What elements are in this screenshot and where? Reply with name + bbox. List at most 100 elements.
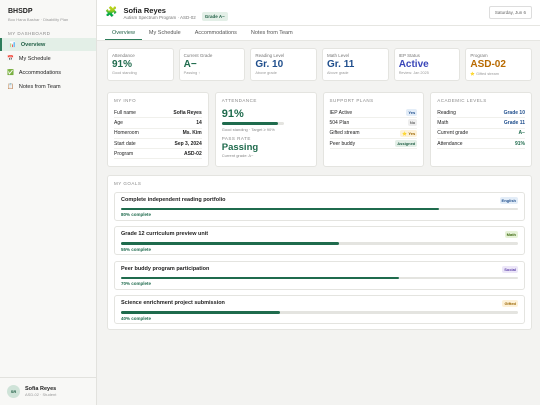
panel-title: MY GOALS	[114, 181, 142, 186]
goal-card: Grade 12 curriculum preview unit Math 55% …	[114, 226, 525, 255]
nav-item[interactable]: 📋 Notes from Team	[7, 83, 61, 90]
tab[interactable]: My Schedule	[148, 30, 181, 36]
pass-note: Current grade: A−	[221, 152, 254, 158]
tab[interactable]: Overview	[105, 26, 142, 40]
user-footer: SR Sofia Reyes ASD-02 · Student	[0, 377, 96, 405]
row-label: Homeroom	[114, 130, 139, 137]
row-label: Age	[114, 119, 123, 126]
nav-label: Notes from Team	[18, 83, 61, 90]
goal-card: Complete independent reading portfolio En…	[114, 191, 525, 221]
stat-label: Current Grade	[183, 53, 213, 58]
nav-item[interactable]: ✅ Accommodations	[7, 69, 62, 76]
stat-label: Program	[470, 53, 488, 58]
main: 🧩 Sofia Reyes Autism Spectrum Program · A…	[97, 0, 540, 405]
panel-title: MY INFO	[114, 98, 137, 103]
stat-note: Passing ↑	[183, 71, 201, 75]
goal-card: Science enrichment project submission Gif…	[114, 295, 525, 324]
goal-progress: 40% complete	[121, 315, 152, 321]
bar-track	[121, 242, 518, 245]
panel-title: SUPPORT PLANS	[329, 98, 374, 103]
stat-card: IEP Status Active Review: Jan 2025	[393, 48, 461, 81]
goal-header: Peer buddy program participation Social	[121, 265, 518, 273]
tab[interactable]: Notes from Team	[250, 30, 293, 36]
row-label: 504 Plan	[329, 119, 350, 126]
stat-card: Program ASD-02 ⭐ Gifted stream	[465, 48, 533, 81]
panels: MY INFO Full name Sofia Reyes Age 14 Homeroom…	[107, 92, 532, 167]
avatar: SR	[7, 385, 20, 398]
goal-header: Science enrichment project submission Gif…	[121, 300, 518, 307]
row: Program ASD-02	[114, 149, 202, 160]
goal-bar	[121, 276, 399, 279]
row: 504 Plan No	[329, 118, 418, 129]
row: Homeroom Ms. Kim	[114, 129, 202, 139]
goal-progress: 55% complete	[121, 246, 152, 252]
attendance-value: 91%	[221, 108, 244, 120]
goal-bar	[121, 242, 340, 245]
tab[interactable]: Accommodations	[194, 30, 237, 36]
row-value: Ms. Kim	[182, 130, 202, 137]
row: IEP Active Yes	[329, 108, 418, 119]
pass-value: Passing	[221, 141, 259, 153]
row-label: Attendance	[437, 140, 463, 147]
row: Full name Sofia Reyes	[114, 108, 202, 119]
row-label: Reading	[437, 109, 456, 116]
nav-label: Accommodations	[18, 69, 62, 76]
goal-tag: Math	[504, 231, 518, 238]
row-label: Math	[437, 119, 449, 126]
row: Gifted stream ⭐ Yes	[329, 129, 418, 139]
row: Age 14	[114, 118, 202, 129]
goal-header: Grade 12 curriculum preview unit Math	[121, 231, 518, 238]
row-value: ⭐ Yes	[400, 129, 418, 137]
row-value: 14	[196, 119, 202, 126]
brand-subtitle: Boo Hana Bashar · Disability Plan	[8, 17, 69, 22]
goal-tag: English	[499, 196, 518, 204]
goal-title: Grade 12 curriculum preview unit	[121, 231, 209, 237]
row-value: Grade 11	[503, 119, 525, 126]
row-label: Current grade	[437, 130, 469, 137]
stat-value: 91%	[112, 59, 133, 70]
row-value: 91%	[514, 140, 525, 147]
row-value: Yes	[406, 109, 418, 117]
stat-value: Gr. 10	[255, 59, 284, 70]
goal-title: Peer buddy program participation	[121, 265, 210, 272]
attendance-note: Good standing · Target ≥ 90%	[221, 126, 275, 132]
goals: MY GOALS Complete independent reading por…	[107, 175, 532, 330]
panel-title: ATTENDANCE	[221, 98, 257, 103]
goal-header: Complete independent reading portfolio En…	[121, 196, 518, 204]
stat-label: IEP Status	[398, 53, 420, 58]
row: Current grade A−	[437, 129, 525, 139]
stat-cards: Attendance 91% Good standing Current Grade A…	[107, 48, 533, 81]
panel-title: ACADEMIC LEVELS	[437, 98, 487, 103]
stat-note: Above grade	[327, 71, 349, 75]
row-value: Assigned	[395, 140, 418, 148]
row: Start date Sep 3, 2024	[114, 139, 202, 150]
row: Reading Grade 10	[437, 108, 525, 119]
stat-card: Reading Level Gr. 10 Above grade	[250, 48, 318, 81]
nav-item[interactable]: 📊 Overview	[0, 38, 96, 51]
user-role: ASD-02 · Student	[25, 392, 57, 397]
panel-title: PASS RATE	[221, 135, 251, 141]
student-name: Sofia Reyes	[123, 5, 166, 15]
stat-label: Reading Level	[255, 53, 285, 58]
brand: BHSDP	[8, 8, 33, 15]
sidebar: BHSDP Boo Hana Bashar · Disability Plan …	[0, 0, 97, 405]
bar-track	[121, 311, 518, 314]
nav-label: Overview	[20, 41, 46, 48]
row-label: Program	[114, 150, 134, 157]
stat-value: Active	[398, 59, 429, 70]
stat-card: Current Grade A− Passing ↑	[178, 48, 246, 81]
goal-progress: 80% complete	[121, 212, 152, 217]
tabs: Overview My Schedule Accommodations Notes f…	[97, 26, 540, 41]
section-label: MY DASHBOARD	[8, 31, 51, 36]
row: Attendance 91%	[437, 139, 525, 150]
goal-bar	[121, 207, 439, 210]
stat-card: Attendance 91% Good standing	[107, 48, 174, 81]
stat-value: Gr. 11	[327, 59, 355, 70]
goal-bar	[121, 311, 280, 314]
stat-note: Review: Jan 2025	[398, 71, 429, 75]
attendance: ATTENDANCE 91% Good standing · Target ≥ …	[214, 92, 317, 167]
stat-value: A−	[183, 59, 197, 70]
goal-title: Complete independent reading portfolio	[121, 196, 226, 203]
nav-item[interactable]: 📅 My Schedule	[7, 55, 51, 62]
